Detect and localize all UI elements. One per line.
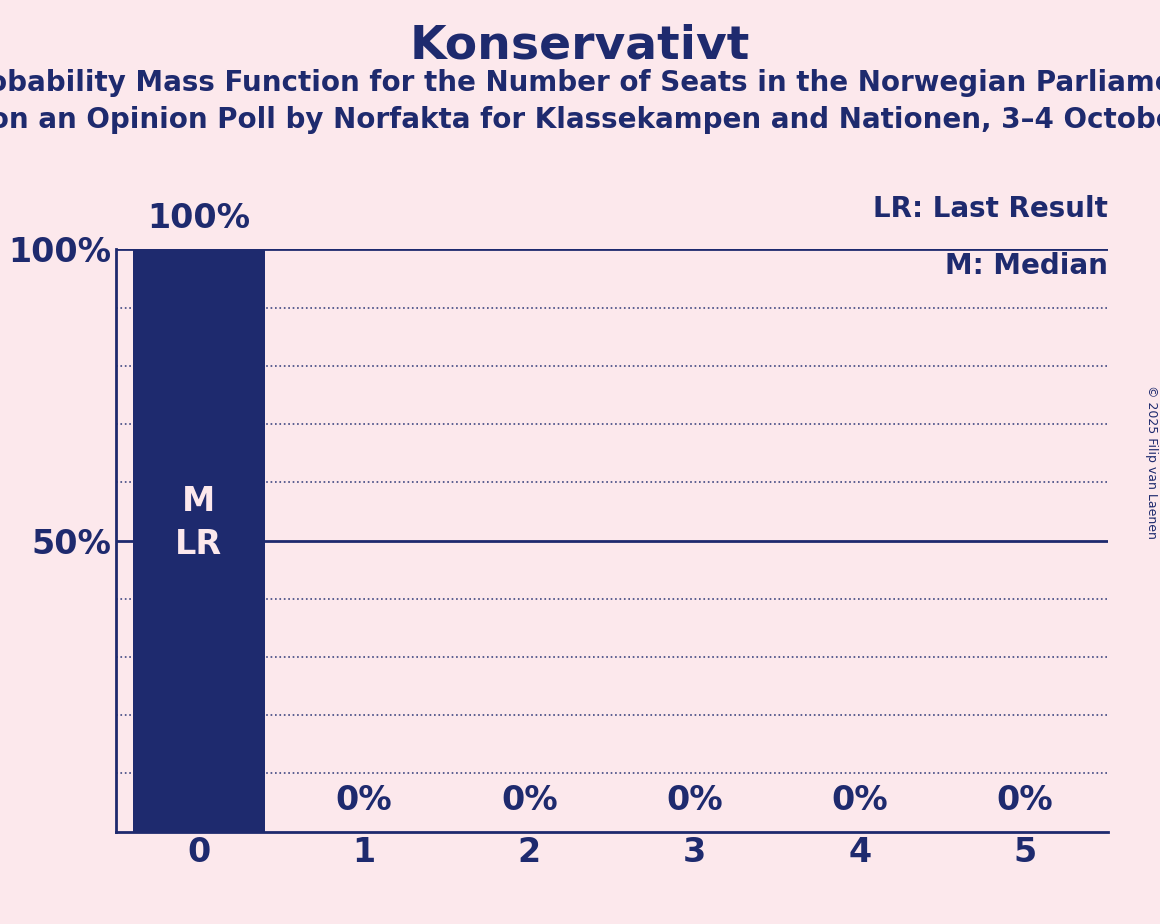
Bar [132,249,264,832]
Text: 0%: 0% [666,784,723,817]
Text: 0%: 0% [501,784,558,817]
Text: 0%: 0% [832,784,889,817]
Text: 0%: 0% [335,784,392,817]
Text: M
LR: M LR [175,485,223,561]
Text: M: Median: M: Median [945,252,1108,280]
Text: Probability Mass Function for the Number of Seats in the Norwegian Parliament: Probability Mass Function for the Number… [0,69,1160,97]
Text: Konservativt: Konservativt [409,23,751,68]
Text: LR: Last Result: LR: Last Result [873,195,1108,224]
Text: 0%: 0% [996,784,1053,817]
Text: Based on an Opinion Poll by Norfakta for Klassekampen and Nationen, 3–4 October : Based on an Opinion Poll by Norfakta for… [0,106,1160,134]
Text: © 2025 Filip van Laenen: © 2025 Filip van Laenen [1145,385,1159,539]
Text: 100%: 100% [147,202,251,235]
